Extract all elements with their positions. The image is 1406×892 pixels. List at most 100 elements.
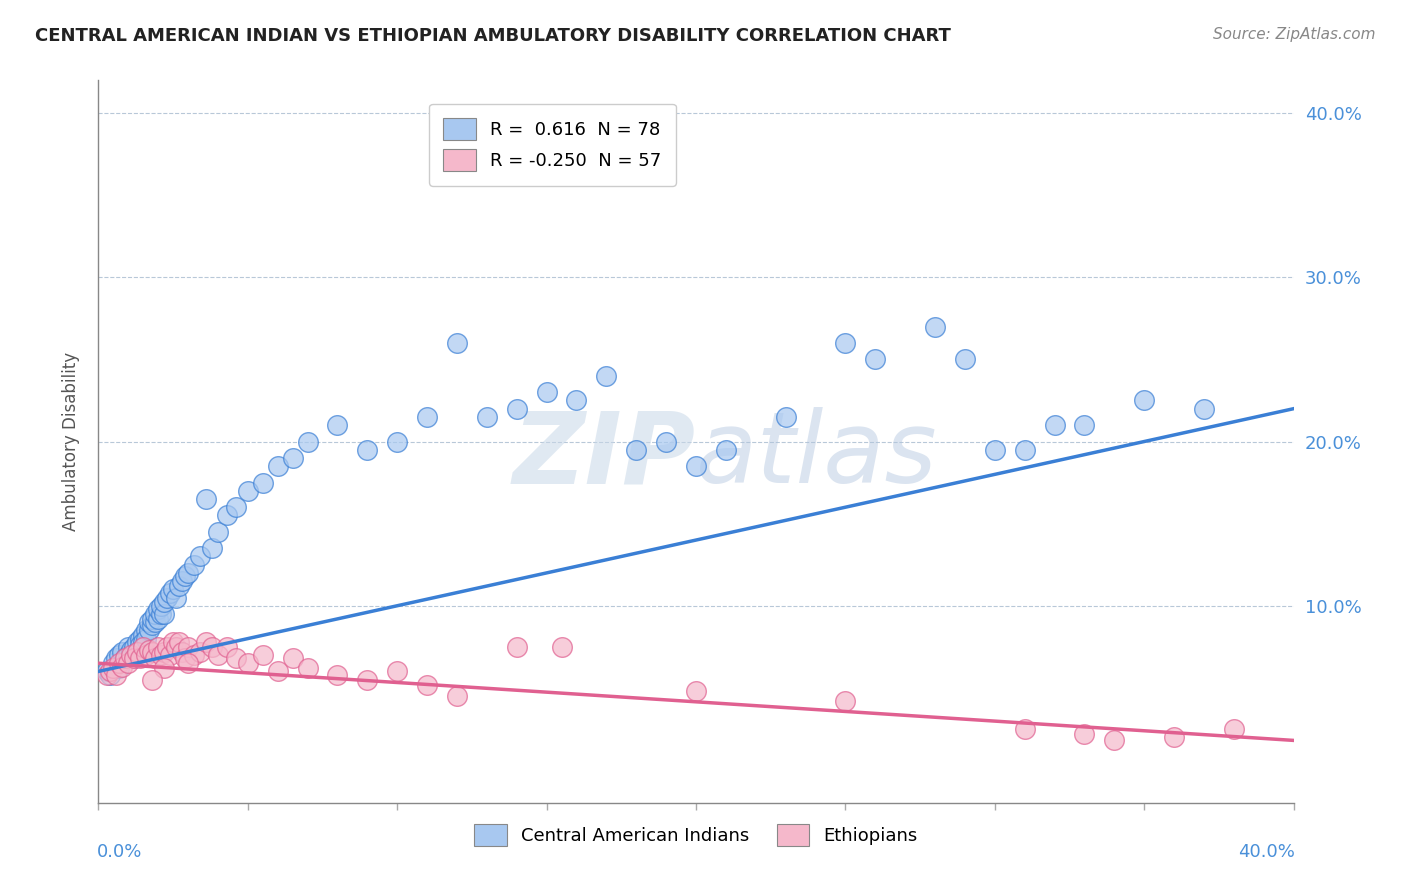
- Point: [595, 368, 617, 383]
- Point: [174, 569, 197, 583]
- Point: [98, 667, 122, 681]
- Point: [281, 450, 304, 465]
- Point: [153, 645, 176, 659]
- Point: [356, 442, 378, 457]
- Point: [1223, 722, 1246, 736]
- Point: [1104, 733, 1126, 747]
- Point: [188, 645, 211, 659]
- Point: [225, 500, 247, 515]
- Point: [105, 651, 128, 665]
- Point: [172, 574, 194, 588]
- Point: [138, 643, 160, 657]
- Point: [135, 648, 157, 662]
- Point: [834, 336, 856, 351]
- Point: [446, 689, 468, 703]
- Point: [655, 434, 678, 449]
- Point: [96, 667, 118, 681]
- Point: [195, 635, 218, 649]
- Point: [385, 434, 409, 449]
- Point: [207, 524, 229, 539]
- Point: [108, 661, 131, 675]
- Point: [132, 640, 155, 654]
- Point: [1073, 727, 1095, 741]
- Text: Source: ZipAtlas.com: Source: ZipAtlas.com: [1212, 27, 1375, 42]
- Point: [117, 657, 139, 671]
- Point: [165, 591, 187, 605]
- Point: [156, 640, 179, 654]
- Point: [148, 612, 170, 626]
- Point: [416, 677, 439, 691]
- Point: [153, 595, 176, 609]
- Point: [127, 635, 149, 649]
- Point: [685, 459, 707, 474]
- Point: [114, 651, 136, 665]
- Text: atlas: atlas: [696, 408, 938, 505]
- Point: [96, 665, 118, 679]
- Point: [117, 648, 139, 662]
- Point: [685, 684, 707, 698]
- Point: [141, 645, 163, 659]
- Point: [1163, 730, 1185, 744]
- Point: [162, 635, 184, 649]
- Point: [565, 393, 588, 408]
- Point: [141, 673, 163, 687]
- Point: [111, 645, 134, 659]
- Point: [148, 602, 170, 616]
- Point: [120, 648, 142, 662]
- Point: [215, 640, 238, 654]
- Point: [124, 640, 146, 654]
- Point: [141, 618, 163, 632]
- Point: [159, 585, 181, 599]
- Point: [297, 434, 319, 449]
- Point: [167, 579, 190, 593]
- Point: [267, 459, 290, 474]
- Point: [165, 640, 187, 654]
- Point: [129, 638, 152, 652]
- Point: [475, 409, 498, 424]
- Point: [143, 651, 166, 665]
- Point: [153, 607, 176, 621]
- Point: [924, 319, 946, 334]
- Point: [297, 661, 319, 675]
- Point: [326, 667, 349, 681]
- Point: [506, 401, 529, 416]
- Point: [150, 599, 173, 613]
- Point: [215, 508, 238, 523]
- Point: [356, 673, 378, 687]
- Point: [188, 549, 211, 564]
- Point: [834, 694, 856, 708]
- Point: [281, 651, 304, 665]
- Point: [120, 643, 142, 657]
- Point: [1192, 401, 1215, 416]
- Point: [103, 657, 125, 671]
- Point: [177, 657, 200, 671]
- Point: [117, 640, 139, 654]
- Point: [201, 640, 224, 654]
- Legend: Central American Indians, Ethiopians: Central American Indians, Ethiopians: [465, 815, 927, 855]
- Text: ZIP: ZIP: [513, 408, 696, 505]
- Point: [252, 475, 274, 490]
- Point: [536, 385, 558, 400]
- Point: [150, 648, 173, 662]
- Point: [252, 648, 274, 662]
- Point: [416, 409, 439, 424]
- Point: [156, 591, 179, 605]
- Point: [141, 612, 163, 626]
- Point: [626, 442, 648, 457]
- Point: [138, 615, 160, 630]
- Text: 0.0%: 0.0%: [97, 843, 142, 861]
- Point: [135, 624, 157, 638]
- Text: 40.0%: 40.0%: [1237, 843, 1295, 861]
- Point: [98, 665, 122, 679]
- Point: [195, 491, 218, 506]
- Point: [865, 352, 887, 367]
- Point: [114, 651, 136, 665]
- Point: [108, 657, 131, 671]
- Point: [143, 615, 166, 630]
- Point: [132, 635, 155, 649]
- Point: [167, 635, 190, 649]
- Point: [201, 541, 224, 556]
- Point: [124, 651, 146, 665]
- Point: [236, 657, 259, 671]
- Point: [172, 645, 194, 659]
